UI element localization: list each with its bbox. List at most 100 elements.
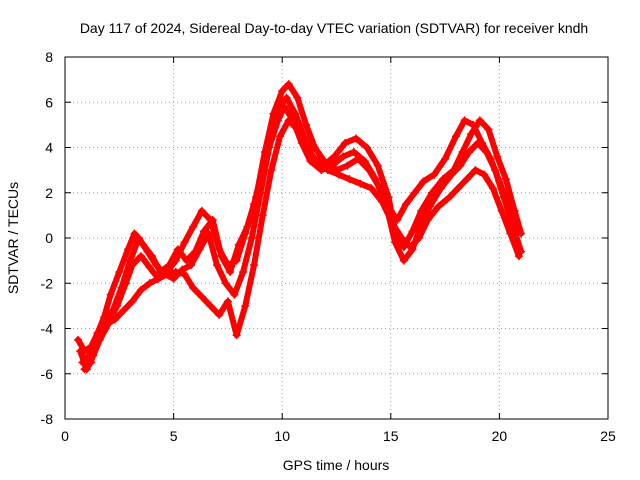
data-point-marker [256,188,265,197]
data-point-marker [349,148,358,157]
data-point-marker [430,170,439,179]
data-point-marker [434,202,443,211]
data-point-marker [128,297,137,306]
data-point-marker [488,184,497,193]
data-point-marker [388,220,397,229]
data-point-marker [330,152,339,161]
tick-labels: 0 5 10 15 20 25 -8 -6 -4 -2 0 2 4 6 8 [41,49,616,444]
data-point-marker [221,279,230,288]
data-point-marker [464,148,473,157]
data-point-marker [126,256,135,265]
data-point-marker [467,129,476,138]
data-point-marker [117,283,126,292]
data-point-marker [110,315,119,324]
data-point-marker [206,215,215,224]
y-tick-label: -6 [41,366,54,382]
y-tick-label: -2 [41,275,54,291]
data-point-marker [108,306,117,315]
data-point-marker [410,188,419,197]
data-point-marker [471,166,480,175]
data-point-marker [280,102,289,111]
data-point-marker [367,184,376,193]
data-point-marker [171,256,180,265]
data-point-marker [182,256,191,265]
data-point-marker [456,161,465,170]
data-point-marker [493,152,502,161]
data-point-marker [517,229,526,238]
data-point-marker [80,365,89,374]
data-point-marker [76,347,85,356]
data-point-marker [186,261,195,270]
data-point-marker [445,193,454,202]
data-point-marker [197,206,206,215]
data-point-marker [130,229,139,238]
data-point-marker [232,256,241,265]
data-point-marker [74,335,83,344]
data-point-marker [180,270,189,279]
data-point-marker [273,116,282,125]
y-tick-label: 0 [45,230,53,246]
data-point-marker [312,157,321,166]
data-point-marker [373,161,382,170]
data-point-marker [197,292,206,301]
y-tick-label: -8 [41,411,54,427]
data-point-marker [415,234,424,242]
data-point-marker [145,263,154,272]
x-tick-label: 0 [61,428,69,444]
data-point-marker [334,170,343,179]
data-point-marker [145,279,154,288]
data-point-marker [423,215,432,224]
data-point-marker [345,175,354,184]
data-point-marker [417,206,426,215]
data-point-marker [480,170,489,179]
data-point-marker [258,211,267,220]
data-point-marker [119,306,128,315]
data-point-marker [284,80,293,89]
data-point-marker [462,175,471,184]
data-point-marker [323,166,332,175]
x-tick-label: 15 [383,428,399,444]
y-tick-label: 2 [45,185,53,201]
data-point-marker [497,206,506,215]
data-point-marker [78,358,87,367]
y-tick-label: 6 [45,94,53,110]
data-point-marker [115,267,124,276]
data-point-marker [291,109,300,118]
data-point-marker [482,148,491,157]
data-point-marker [293,125,302,134]
data-point-marker [232,331,241,340]
data-point-marker [499,193,508,202]
data-point-marker [352,134,361,143]
data-point-marker [249,261,258,270]
data-point-marker [501,175,510,184]
data-point-marker [425,202,434,211]
x-tick-label: 20 [492,428,508,444]
axis-ticks [64,56,609,420]
y-tick-label: 8 [45,49,53,65]
data-point-marker [378,197,387,206]
data-point-marker [441,154,450,163]
data-point-marker [506,229,515,238]
data-point-marker [278,86,287,95]
y-axis-title: SDTVAR / TECUs [5,182,21,294]
data-point-marker [391,238,400,247]
data-point-marker [106,290,115,299]
data-point-marker [87,358,96,367]
data-point-marker [276,132,285,141]
data-point-marker [265,143,274,152]
data-point-marker [362,143,371,152]
data-point-marker [267,166,276,175]
data-point-marker [360,157,369,166]
data-point-marker [514,252,523,261]
data-point-marker [451,132,460,141]
data-point-marker [406,243,415,252]
data-series-group [74,80,526,374]
data-point-marker [341,138,350,147]
data-point-marker [169,274,178,283]
data-point-marker [143,247,152,256]
data-point-marker [123,245,132,254]
data-point-marker [195,245,204,254]
data-point-marker [137,252,146,261]
